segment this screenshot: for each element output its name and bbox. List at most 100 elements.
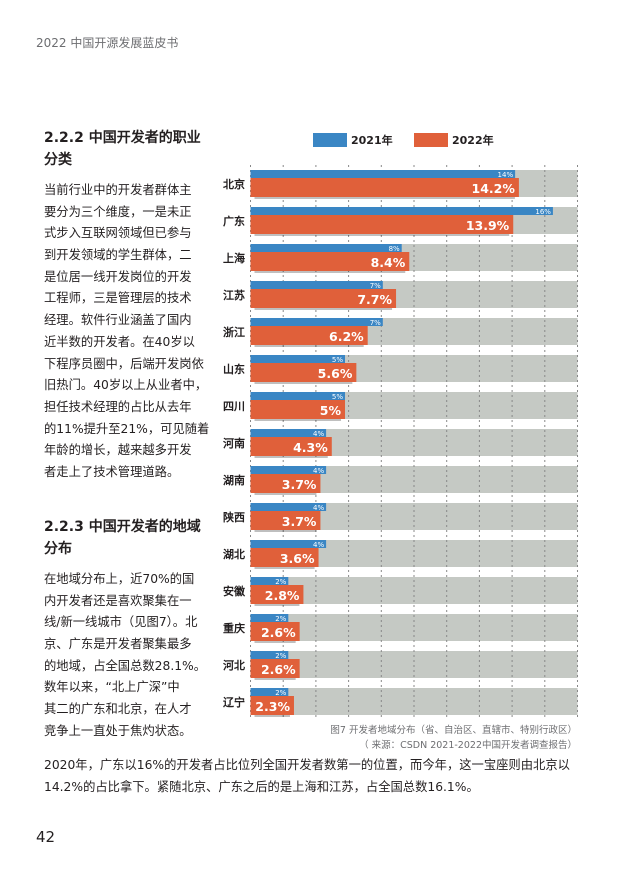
bar-label-2021: 2% <box>275 615 286 623</box>
text-line: 担任技术经理的占比从去年 <box>44 399 192 414</box>
bar-2021 <box>250 577 289 585</box>
category-label: 河南 <box>223 436 245 450</box>
bar-label-2021: 4% <box>313 541 324 549</box>
text-line: 者走上了技术管理道路。 <box>44 464 180 479</box>
paragraph-region-continued: 2020年，广东以16%的开发者占比位列全国开发者数第一的位置，而今年，这一宝座… <box>44 754 570 798</box>
bar-2021 <box>250 429 327 437</box>
row-background <box>250 244 578 271</box>
bar-2022 <box>250 585 304 604</box>
bar-2021 <box>250 244 402 252</box>
bar-label-2022: 2.8% <box>265 588 300 603</box>
bar-shadow <box>254 439 328 458</box>
bar-label-2021: 5% <box>332 356 343 364</box>
paragraph-region: 在地域分布上，近70%的国 内开发者还是喜欢聚集在一 线/新一线城市（见图7）。北京… <box>44 569 206 743</box>
bar-2022 <box>250 659 300 678</box>
bar-label-2021: 4% <box>313 430 324 438</box>
category-label: 江苏 <box>223 288 245 302</box>
category-label: 上海 <box>223 251 245 265</box>
text-line: 要分为三个维度，一是未正 <box>44 204 192 219</box>
text-line: 14.2%的占比拿下。紧随北京、广东之后的是上海和江苏，占全国总数16.1%。 <box>44 780 479 794</box>
category-label: 重庆 <box>223 621 245 635</box>
bar-label-2022: 13.9% <box>466 218 510 233</box>
category-label: 北京 <box>223 177 245 191</box>
section-heading-region: 2.2.3 中国开发者的地域 分布 <box>44 516 214 560</box>
text-line: 工程师，三是管理层的技术 <box>44 291 192 306</box>
bar-2021 <box>250 207 553 215</box>
bar-2022 <box>250 622 300 641</box>
bar-shadow <box>254 476 317 495</box>
bar-label-2021: 2% <box>275 689 286 697</box>
text-line: 当前行业中的开发者群体主 <box>44 183 192 197</box>
bar-label-2021: 5% <box>332 393 343 401</box>
bar-shadow <box>254 180 515 199</box>
row-background <box>250 207 578 234</box>
text-line: 旧热门。40岁以上从业者中， <box>44 378 208 393</box>
bar-2021 <box>250 355 346 363</box>
bar-shadow <box>254 550 315 569</box>
row-background <box>250 170 578 197</box>
bar-label-2022: 2.6% <box>261 625 296 640</box>
bar-label-2021: 14% <box>498 171 514 179</box>
bar-label-2021: 2% <box>275 652 286 660</box>
text-line: 线/新一线城市（见图7）。北 <box>44 615 198 630</box>
text-line: 经理。软件行业涵盖了国内 <box>44 313 192 328</box>
figure-caption: 图7 开发者地域分布（省、自治区、直辖市、特别行政区） <box>330 725 577 736</box>
bar-2022 <box>250 437 332 456</box>
row-background <box>250 281 578 308</box>
bar-label-2021: 4% <box>313 467 324 475</box>
bar-2022 <box>250 474 321 493</box>
bar-label-2022: 8.4% <box>371 255 406 270</box>
bar-2022 <box>250 252 410 271</box>
bar-2022 <box>250 178 519 197</box>
text-line: 下程序员圈中，后端开发岗依 <box>44 356 204 371</box>
bar-2022 <box>250 326 368 345</box>
bar-shadow <box>254 328 364 347</box>
legend-swatch-2022 <box>414 133 448 147</box>
bar-label-2022: 7.7% <box>357 292 392 307</box>
bar-shadow <box>254 291 393 310</box>
category-label: 河北 <box>223 658 245 672</box>
text-line: 年龄的增长，越来越多开发 <box>44 443 192 458</box>
bar-2021 <box>250 614 289 622</box>
legend-label: 2022年 <box>452 134 494 147</box>
row-background <box>250 651 578 678</box>
bar-label-2021: 7% <box>370 319 381 327</box>
bar-label-2022: 14.2% <box>472 181 516 196</box>
category-label: 四川 <box>223 400 245 413</box>
category-label: 浙江 <box>223 325 245 339</box>
bar-shadow <box>254 217 510 236</box>
category-label: 辽宁 <box>223 695 245 709</box>
bar-2022 <box>250 363 357 382</box>
bar-2021 <box>250 281 383 289</box>
bar-2021 <box>250 170 516 178</box>
paragraph-occupation: 当前行业中的开发者群体主 要分为三个维度，一是未正 式步入互联网领域但已参与 到开发领… <box>44 180 209 484</box>
bar-2021 <box>250 318 383 326</box>
page-number: 42 <box>36 828 56 846</box>
text-line: 在地域分布上，近70%的国 <box>44 572 195 586</box>
row-background <box>250 355 578 382</box>
text-line: 竞争上一直处于焦灼状态。 <box>44 723 192 738</box>
text-line: 其二的广东和北京，在人才 <box>44 702 192 717</box>
category-label: 湖北 <box>223 547 245 561</box>
text-line: 是位居一线开发岗位的开发 <box>44 269 192 284</box>
text-line: 到开发领域的学生群体，二 <box>44 248 192 263</box>
bar-2021 <box>250 503 327 511</box>
legend-swatch-2021 <box>313 133 347 147</box>
bar-label-2021: 4% <box>313 504 324 512</box>
row-background <box>250 466 578 493</box>
bar-2021 <box>250 688 289 696</box>
category-label: 安徽 <box>223 584 246 598</box>
bar-label-2021: 7% <box>370 282 381 290</box>
row-background <box>250 503 578 530</box>
running-header: 2022 中国开源发展蓝皮书 <box>36 36 179 50</box>
bar-shadow <box>254 661 296 680</box>
bar-label-2022: 5% <box>320 403 342 418</box>
bar-shadow <box>254 624 296 643</box>
bar-shadow <box>254 587 300 606</box>
bar-label-2021: 16% <box>535 208 551 216</box>
category-label: 湖南 <box>223 473 245 487</box>
bar-2022 <box>250 548 319 567</box>
bar-2022 <box>250 289 397 308</box>
bar-shadow <box>254 365 353 384</box>
